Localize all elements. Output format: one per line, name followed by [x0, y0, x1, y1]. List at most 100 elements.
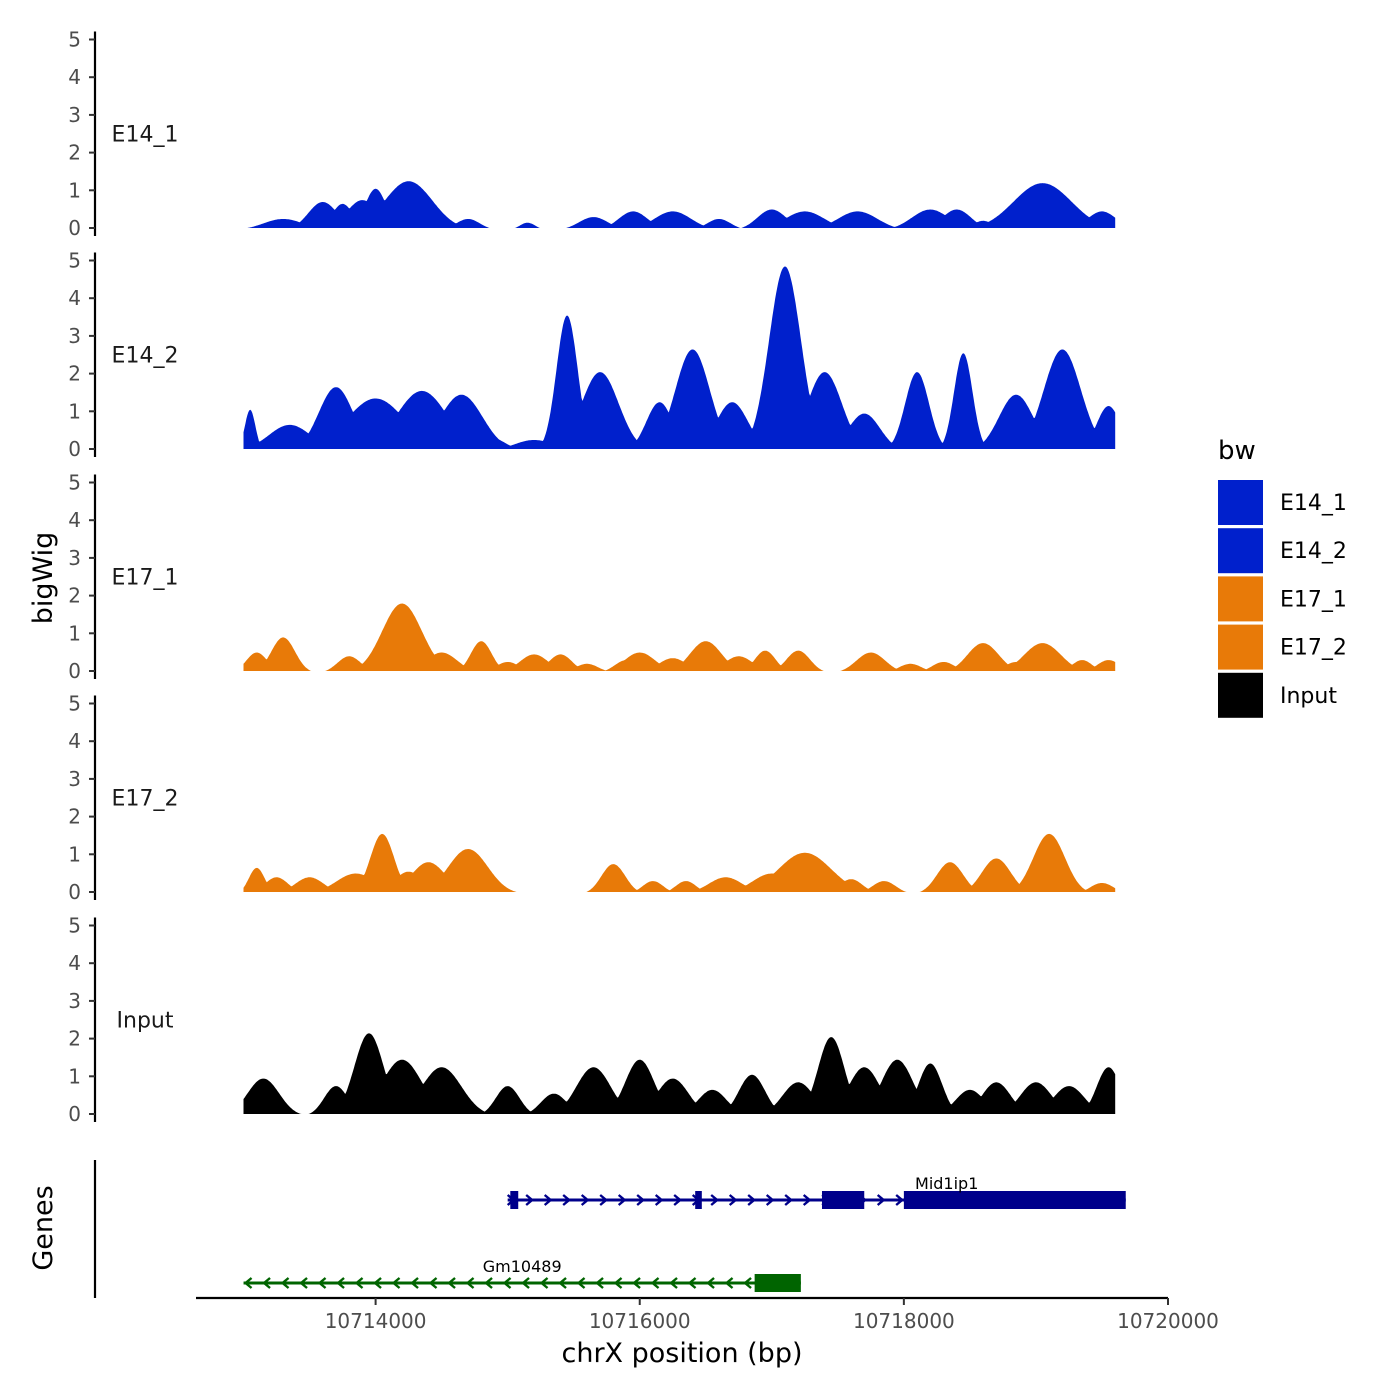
track-panels: 0 1 2 3 4 5 E14_1 0 1 2 3 4 5 E14_2 0 1 2 3 4 5 E17_1 0 1 2 3 4 5 E… [68, 28, 1116, 1126]
gene-mid1ip1: Mid1ip1 [506, 1174, 1126, 1209]
legend-swatch [1218, 480, 1263, 525]
track-label: E17_1 [112, 566, 179, 591]
legend-item-e17-2: E17_2 [1218, 624, 1347, 670]
y-tick-label: 1 [68, 842, 81, 866]
strand-arrow-icon [543, 1194, 553, 1206]
x-axis-title: chrX position (bp) [561, 1338, 802, 1369]
track-label: E17_2 [112, 787, 179, 812]
y-tick-label: 4 [68, 508, 81, 532]
strand-arrow-icon [539, 1277, 549, 1289]
gene-exon [903, 1191, 1126, 1209]
strand-arrow-icon [280, 1277, 290, 1289]
y-tick-label: 1 [68, 1064, 81, 1088]
strand-arrow-icon [654, 1194, 664, 1206]
strand-arrow-icon [747, 1194, 757, 1206]
strand-arrow-icon [687, 1277, 697, 1289]
y-tick-label: 3 [68, 103, 81, 127]
y-tick-label: 2 [68, 805, 81, 829]
y-tick-label: 1 [68, 621, 81, 645]
gene-track: Gm10489 Mid1ip1 [93, 1160, 1126, 1298]
gene-exon [510, 1191, 519, 1209]
strand-arrow-icon [428, 1277, 438, 1289]
strand-arrow-icon [613, 1277, 623, 1289]
y-tick-label: 0 [68, 880, 81, 904]
strand-arrow-icon [336, 1277, 345, 1289]
gene-label: Mid1ip1 [915, 1174, 978, 1193]
track-label: E14_1 [112, 123, 179, 148]
strand-arrow-icon [299, 1277, 308, 1289]
coverage-area-input [243, 1033, 1116, 1114]
strand-arrow-icon [373, 1277, 382, 1289]
strand-arrow-icon [765, 1194, 775, 1206]
y-tick-label: 1 [68, 399, 81, 423]
legend-label: E14_2 [1280, 539, 1347, 564]
y-tick-label: 2 [68, 141, 81, 165]
strand-arrow-icon [636, 1194, 646, 1206]
legend-swatch [1218, 576, 1263, 622]
y-tick-label: 3 [68, 324, 81, 348]
strand-arrow-icon [391, 1277, 401, 1289]
gene-exon [754, 1274, 801, 1292]
strand-arrow-icon [595, 1277, 604, 1289]
strand-arrow-icon [447, 1277, 456, 1289]
coverage-area-e17-1 [243, 603, 1116, 671]
coverage-area-e17-2 [243, 833, 1116, 892]
strand-arrow-icon [617, 1194, 627, 1206]
y-tick-label: 3 [68, 546, 81, 570]
strand-arrow-icon [706, 1277, 715, 1289]
y-tick-label: 0 [68, 437, 81, 461]
y-tick-label: 4 [68, 951, 81, 975]
strand-arrow-icon [576, 1277, 586, 1289]
track-e17-1: 0 1 2 3 4 5 E17_1 [68, 471, 1116, 683]
y-tick-label: 4 [68, 729, 81, 753]
strand-arrow-icon [317, 1277, 327, 1289]
legend-label: E14_1 [1280, 491, 1347, 516]
y-tick-label: 4 [68, 65, 81, 89]
legend-label: Input [1280, 684, 1337, 709]
gene-exon [821, 1191, 865, 1209]
strand-arrow-icon [728, 1194, 738, 1206]
strand-arrow-icon [521, 1277, 530, 1289]
gene-gm10489: Gm10489 [243, 1257, 801, 1292]
y-tick-label: 0 [68, 1102, 81, 1126]
y-tick-label: 1 [68, 178, 81, 202]
y-axis-title: bigWig [28, 532, 59, 625]
y-tick-label: 2 [68, 1027, 81, 1051]
strand-arrow-icon [465, 1277, 475, 1289]
coverage-area-e14-1 [243, 181, 1116, 228]
strand-arrow-icon [650, 1277, 660, 1289]
y-tick-label: 3 [68, 989, 81, 1013]
y-tick-label: 2 [68, 584, 81, 608]
track-input: 0 1 2 3 4 5 Input [68, 914, 1116, 1126]
strand-arrow-icon [710, 1194, 720, 1206]
legend-title: bw [1218, 436, 1256, 466]
track-e14-1: 0 1 2 3 4 5 E14_1 [68, 28, 1116, 240]
y-tick-label: 5 [68, 471, 81, 495]
gene-exon [695, 1191, 702, 1209]
strand-arrow-icon [599, 1194, 609, 1206]
track-e14-2: 0 1 2 3 4 5 E14_2 [68, 249, 1116, 461]
strand-arrow-icon [525, 1194, 535, 1206]
track-label: Input [117, 1009, 174, 1034]
strand-arrow-icon [876, 1194, 886, 1206]
y-tick-label: 0 [68, 216, 81, 240]
x-tick-label: 10720000 [1117, 1309, 1219, 1333]
y-tick-label: 5 [68, 249, 81, 273]
y-tick-label: 5 [68, 28, 81, 52]
strand-arrow-icon [558, 1277, 567, 1289]
legend: E14_1 E14_2 E17_1 E17_2 Input [1218, 480, 1347, 718]
strand-arrow-icon [669, 1277, 678, 1289]
legend-swatch [1218, 528, 1263, 574]
x-axis: 10714000 10716000 10718000 10720000 [196, 1296, 1219, 1333]
x-tick-label: 10716000 [589, 1309, 691, 1333]
strand-arrow-icon [243, 1277, 253, 1289]
legend-item-input: Input [1218, 672, 1337, 718]
strand-arrow-icon [502, 1277, 512, 1289]
strand-arrow-icon [784, 1194, 794, 1206]
strand-arrow-icon [484, 1277, 493, 1289]
strand-arrow-icon [410, 1277, 419, 1289]
y-tick-label: 4 [68, 286, 81, 310]
strand-arrow-icon [673, 1194, 683, 1206]
strand-arrow-icon [895, 1194, 905, 1206]
